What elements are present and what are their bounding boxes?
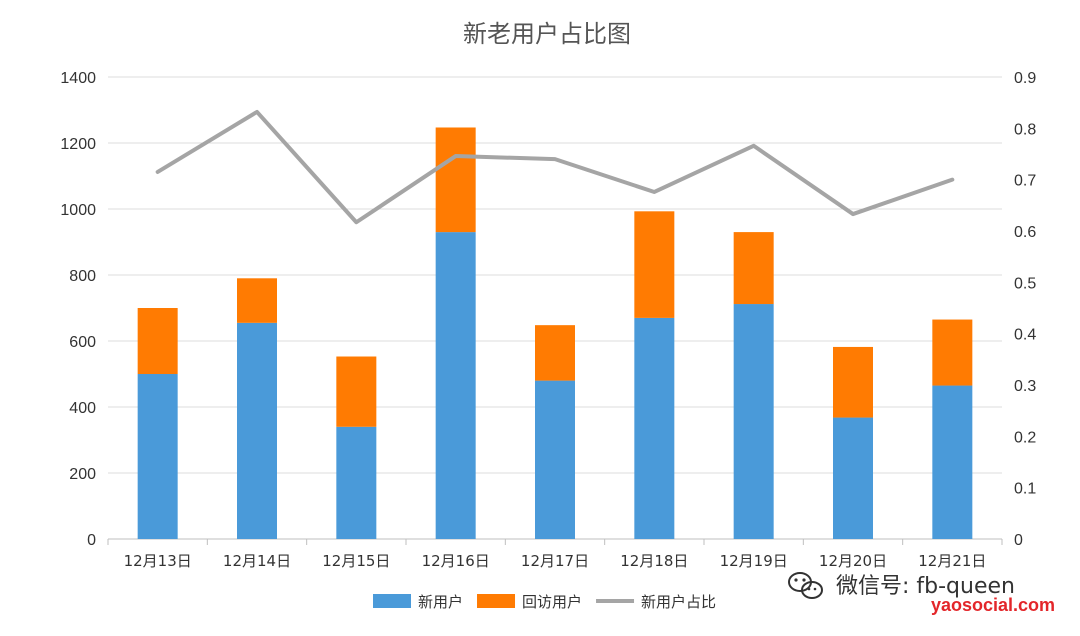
bar-returning-users (237, 278, 277, 323)
left-y-tick-label: 0 (87, 532, 96, 549)
wechat-icon (788, 572, 823, 599)
bar-returning-users (435, 127, 476, 233)
x-tick-label: 12月16日 (422, 552, 490, 570)
bars-group (137, 127, 973, 539)
left-y-tick-label: 600 (69, 334, 96, 351)
legend: 新用户 回访用户 新用户占比 (373, 593, 716, 611)
bar-new-users (237, 322, 277, 539)
chart-title: 新老用户占比图 (463, 20, 631, 48)
right-y-axis: 0 0.1 0.2 0.3 0.4 0.5 0.6 0.7 0.8 0.9 (1014, 70, 1036, 549)
legend-swatch (477, 594, 516, 608)
bar-returning-users (833, 346, 873, 418)
x-tick-label: 12月19日 (720, 552, 788, 570)
x-tick-label: 12月14日 (223, 552, 291, 570)
right-y-tick-label: 0 (1014, 532, 1023, 549)
right-y-tick-label: 0.5 (1014, 275, 1036, 292)
watermark: 微信号: fb-queen yaosocial.com (788, 572, 1055, 615)
right-y-tick-label: 0.3 (1014, 378, 1036, 395)
bar-new-users (435, 232, 476, 539)
right-y-tick-label: 0.6 (1014, 224, 1036, 241)
ratio-line-group (155, 109, 955, 225)
right-y-tick-label: 0.8 (1014, 121, 1036, 138)
bar-returning-users (634, 211, 675, 318)
bar-returning-users (535, 325, 575, 381)
left-y-tick-label: 1400 (60, 70, 96, 87)
x-axis: 12月13日 12月14日 12月15日 12月16日 12月17日 12月18日 12月1… (107, 539, 1003, 570)
bar-returning-users (336, 356, 377, 427)
bar-new-users (336, 426, 377, 539)
x-tick-label: 12月17日 (521, 552, 589, 570)
left-y-tick-label: 400 (69, 400, 96, 417)
bar-new-users (833, 417, 873, 539)
right-y-tick-label: 0.7 (1014, 173, 1036, 190)
bar-new-users (733, 304, 774, 539)
bar-returning-users (932, 319, 973, 386)
legend-label: 新用户占比 (641, 593, 716, 611)
legend-label: 回访用户 (522, 593, 582, 611)
ratio-line (155, 109, 955, 225)
right-y-tick-label: 0.4 (1014, 327, 1036, 344)
bar-new-users (634, 317, 675, 539)
bar-returning-users (137, 308, 178, 374)
bar-new-users (932, 385, 973, 539)
left-y-tick-label: 1000 (60, 202, 96, 219)
x-tick-label: 12月13日 (124, 552, 192, 570)
legend-swatch (373, 594, 411, 608)
x-tick-label: 12月18日 (620, 552, 688, 570)
right-y-tick-label: 0.2 (1014, 429, 1036, 446)
bar-new-users (535, 380, 575, 539)
left-y-tick-label: 800 (69, 268, 96, 285)
left-y-axis: 0 200 400 600 800 1000 1200 1400 (60, 70, 96, 549)
right-y-tick-label: 0.1 (1014, 481, 1036, 498)
left-y-tick-label: 1200 (60, 136, 96, 153)
watermark-wechat-id: 微信号: fb-queen (836, 574, 1015, 599)
x-tick-label: 12月15日 (322, 552, 390, 570)
bar-new-users (137, 374, 178, 539)
watermark-site: yaosocial.com (931, 595, 1055, 615)
left-y-tick-label: 200 (69, 466, 96, 483)
x-tick-label: 12月20日 (819, 552, 887, 570)
legend-label: 新用户 (418, 593, 463, 611)
right-y-tick-label: 0.9 (1014, 70, 1036, 87)
x-tick-label: 12月21日 (918, 552, 986, 570)
bar-returning-users (733, 232, 774, 305)
